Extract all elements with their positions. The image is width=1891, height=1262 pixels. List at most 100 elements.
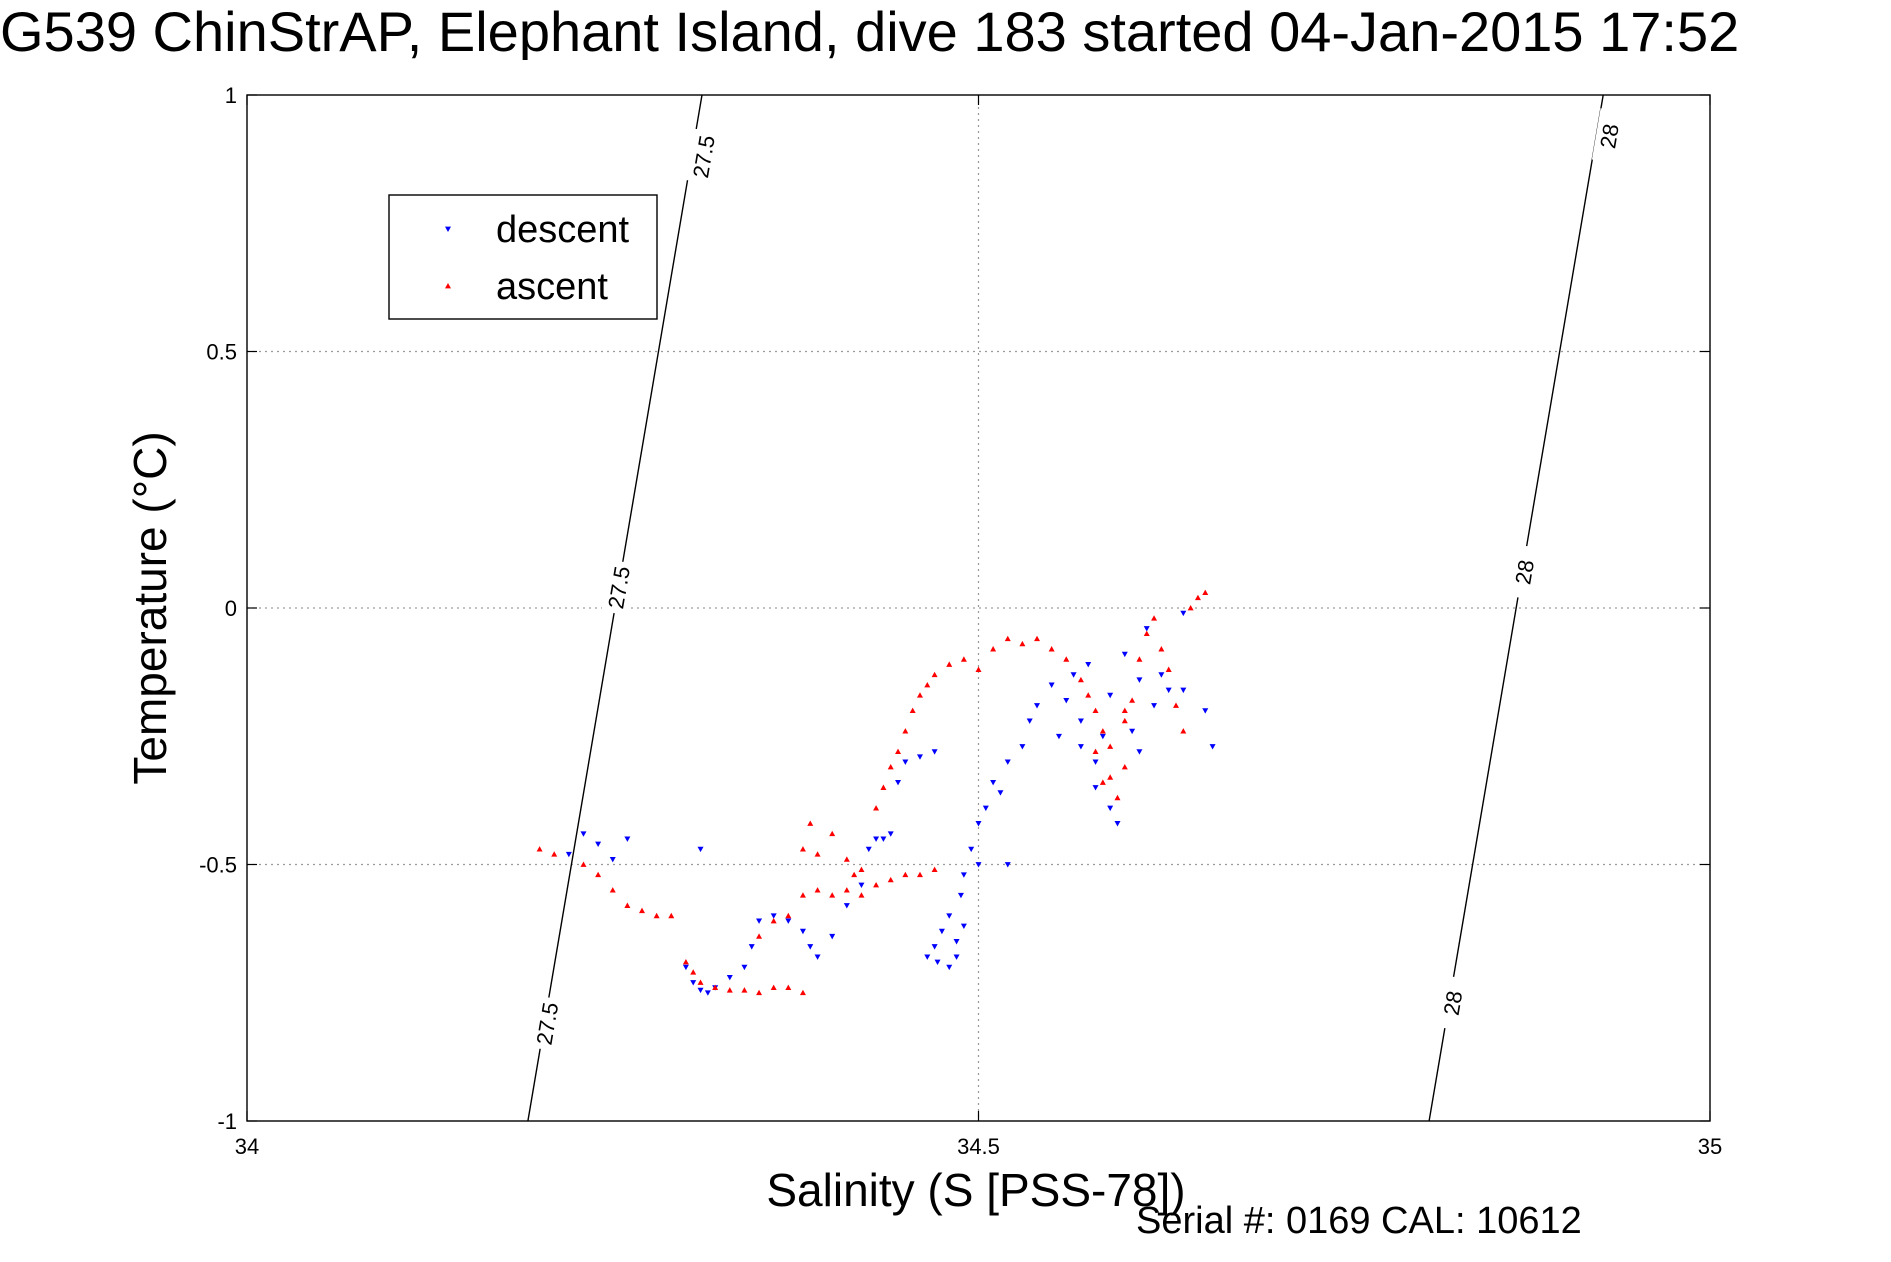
ascent-point [653,912,660,919]
ascent-point [807,820,814,826]
legend-box [388,194,658,320]
legend: descent ascent [388,194,658,320]
descent-point [960,923,967,930]
descent-point [1180,687,1187,694]
x-tick-label: 34 [235,1134,259,1159]
ascent-point [595,871,602,878]
descent-point [1151,703,1158,709]
ascent-point [799,892,806,898]
descent-point [1143,626,1150,632]
descent-point [756,918,763,924]
ascent-point [1107,743,1114,749]
y-tick-label: 0 [225,596,237,621]
descent-point [934,959,941,965]
descent-point [1165,687,1172,694]
contour-label: 28 [1595,122,1624,150]
ascent-point [1121,764,1128,770]
ascent-point [690,969,697,975]
ascent-point [1151,615,1158,621]
legend-label-descent: descent [496,209,630,251]
descent-point [1092,759,1099,765]
ascent-point [1077,676,1084,683]
ascent-point [1136,656,1143,662]
descent-point [953,954,960,960]
ascent-point [858,866,865,873]
descent-point [1048,682,1055,688]
ascent-point [960,656,967,662]
descent-point [1070,672,1077,678]
ascent-point [946,661,953,667]
ascent-point [1165,666,1172,672]
legend-marker-ascent [445,283,451,289]
ascent-point [851,871,858,878]
contour-label: 28 [1510,558,1539,586]
descent-point [902,759,909,765]
ascent-point [1092,748,1099,755]
contour-label: 27.5 [688,133,720,179]
ascent-point [609,887,616,893]
descent-point [1180,610,1187,617]
ascent-point [1019,640,1026,647]
y-tick-label: 0.5 [206,340,237,365]
descent-point [580,831,587,837]
serial-cal-note: Serial #: 0169 CAL: 10612 [1136,1200,1582,1242]
ascent-point [814,887,821,893]
descent-point [982,805,989,812]
descent-point [1107,692,1114,699]
ascent-point [799,989,806,996]
descent-point [785,918,792,924]
descent-point [931,749,938,755]
ascent-point [924,681,931,688]
descent-point [697,846,704,853]
descent-point [924,954,931,960]
ascent-point [668,912,675,919]
y-tick-label: -0.5 [199,853,237,878]
ascent-point [770,917,777,924]
descent-point [1092,785,1099,791]
ascent-point [909,707,916,713]
ascent-point [887,876,894,883]
grid-lines [247,95,1710,1121]
ascent-point [799,846,806,852]
ascent-point [902,871,909,878]
descent-point [895,780,902,786]
ascent-point [1194,594,1201,601]
contour-label: 28 [1439,989,1468,1017]
descent-point [770,913,777,919]
contour-label: 27.5 [603,564,635,610]
descent-point [990,780,997,786]
descent-point [1063,697,1070,704]
ascent-point [1202,589,1209,596]
descent-point [1026,718,1033,724]
ascent-point [536,846,543,852]
ascent-point [880,784,887,790]
descent-point [726,974,733,981]
contour-label-gap [686,128,721,185]
ascent-point [1121,717,1128,724]
ascent-point [1107,774,1114,780]
descent-point [1055,733,1062,740]
descent-point [938,928,945,935]
ascent-point [829,892,836,898]
descent-point [609,856,616,863]
descent-point [814,954,821,960]
ascent-point [1158,646,1165,652]
ascent-point [1099,728,1106,734]
descent-point [880,836,887,842]
descent-point [1077,718,1084,724]
descent-point [697,987,704,994]
descent-point [1077,744,1084,750]
ascent-point [1173,702,1180,708]
ascent-point [902,728,909,734]
ascent-point [931,671,938,678]
ascent-point [1048,646,1055,652]
ascent-point [916,692,923,698]
ascent-point [887,764,894,770]
descent-point [748,944,755,950]
ascent-point [697,979,704,985]
contour-label-gap [1591,108,1627,164]
descent-point [946,913,953,919]
descent-point [1129,728,1136,735]
descent-point [1099,733,1106,740]
